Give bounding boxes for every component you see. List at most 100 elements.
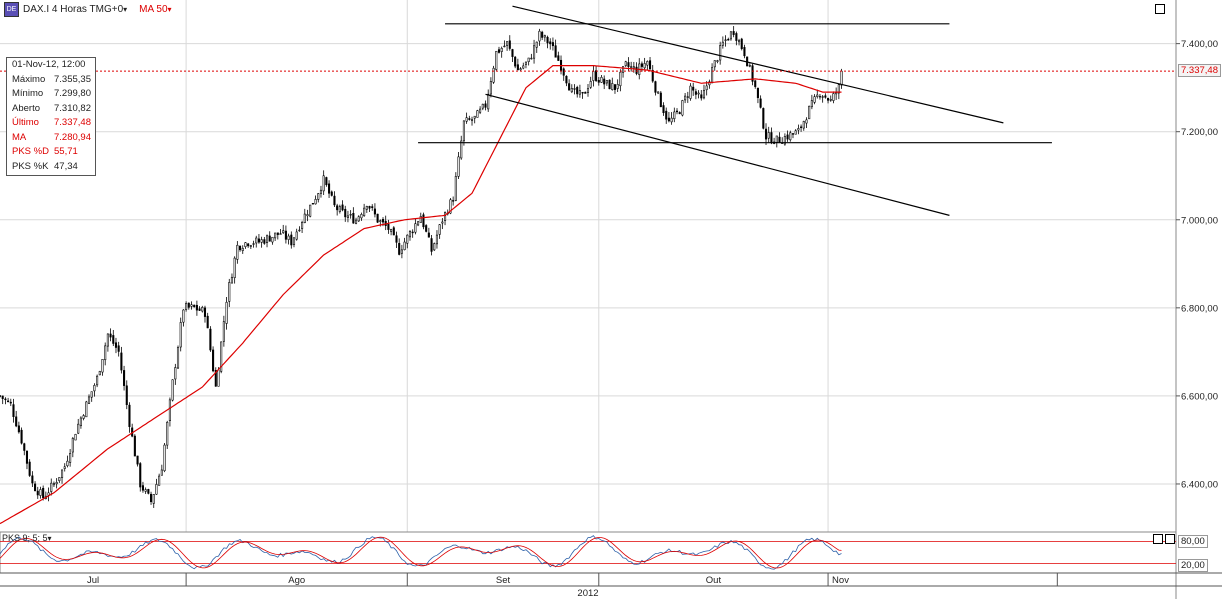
candle-body bbox=[578, 90, 581, 95]
data-window-value: 47,34 bbox=[54, 160, 78, 172]
candle bbox=[90, 391, 93, 402]
candle-body bbox=[287, 235, 290, 240]
restore-stoch-pane-button[interactable] bbox=[1153, 534, 1163, 544]
candle bbox=[557, 51, 560, 61]
candle-body bbox=[624, 61, 627, 66]
candle-body bbox=[489, 81, 492, 95]
candle bbox=[328, 180, 331, 199]
candle bbox=[589, 76, 592, 89]
candle bbox=[263, 236, 266, 245]
candle-body bbox=[85, 401, 88, 418]
candle bbox=[630, 61, 633, 72]
candle bbox=[330, 190, 333, 197]
candle-body bbox=[174, 367, 177, 380]
candle bbox=[317, 192, 320, 203]
candle bbox=[452, 196, 455, 206]
ma-selector[interactable]: MA 50▾ bbox=[139, 4, 171, 15]
candle-body bbox=[247, 243, 250, 247]
candle bbox=[12, 398, 15, 423]
data-window-label: Último bbox=[12, 117, 39, 128]
candle-body bbox=[9, 401, 12, 404]
candle-body bbox=[565, 75, 568, 84]
candle bbox=[616, 79, 619, 93]
candle-body bbox=[487, 93, 490, 110]
candle bbox=[158, 473, 161, 486]
symbol-caret-icon: ▾ bbox=[123, 4, 128, 14]
candle bbox=[338, 204, 341, 214]
candle-body bbox=[39, 489, 42, 496]
candle bbox=[738, 38, 741, 46]
candle-body bbox=[492, 67, 495, 83]
candle bbox=[444, 211, 447, 226]
candle bbox=[344, 205, 347, 222]
candle bbox=[357, 215, 360, 222]
candle bbox=[713, 60, 716, 71]
candle-body bbox=[23, 443, 26, 451]
dax-icon[interactable]: DE bbox=[4, 1, 19, 17]
candle-body bbox=[314, 198, 317, 205]
candle bbox=[818, 93, 822, 100]
candle bbox=[651, 65, 654, 83]
candle-body bbox=[125, 385, 128, 405]
candle-body bbox=[435, 234, 438, 245]
candle bbox=[255, 235, 258, 248]
candle-body bbox=[452, 200, 455, 202]
candle bbox=[808, 105, 811, 120]
candle-body bbox=[530, 57, 533, 60]
candle bbox=[479, 106, 482, 115]
candle bbox=[241, 245, 244, 254]
candle bbox=[500, 46, 503, 58]
candle-body bbox=[387, 224, 390, 230]
candle-body bbox=[152, 494, 155, 504]
candle-body bbox=[233, 257, 236, 279]
candle bbox=[465, 112, 468, 124]
candle bbox=[325, 176, 328, 187]
candle bbox=[209, 326, 212, 352]
candle-body bbox=[109, 333, 112, 338]
candle-body bbox=[193, 304, 196, 308]
candle-body bbox=[371, 206, 374, 208]
candle-body bbox=[786, 134, 789, 140]
candle-body bbox=[592, 71, 595, 81]
candle bbox=[743, 44, 746, 59]
candle bbox=[301, 220, 304, 233]
candle-body bbox=[17, 425, 20, 433]
candle bbox=[187, 302, 190, 310]
candle-body bbox=[403, 241, 406, 251]
candle-body bbox=[743, 47, 746, 57]
candle bbox=[106, 333, 109, 352]
symbol-selector[interactable]: DAX.I 4 Horas TMG+0▾ bbox=[23, 4, 127, 15]
candle bbox=[506, 41, 509, 51]
year-label: 2012 bbox=[577, 588, 598, 599]
candle-body bbox=[411, 231, 414, 234]
candle bbox=[168, 397, 171, 427]
candle-body bbox=[217, 369, 220, 387]
close-stoch-pane-button[interactable] bbox=[1165, 534, 1175, 544]
candle bbox=[176, 345, 180, 370]
candle-body bbox=[543, 35, 546, 38]
candle bbox=[654, 80, 657, 96]
candle bbox=[87, 394, 91, 405]
candle-body bbox=[697, 92, 700, 95]
candle-body bbox=[524, 61, 528, 65]
maximize-price-pane-button[interactable] bbox=[1155, 4, 1165, 14]
stoch-selector[interactable]: PKS 9; 5; 5▾ bbox=[2, 533, 52, 543]
candle bbox=[123, 365, 126, 391]
candle bbox=[93, 383, 96, 397]
candle-body bbox=[678, 112, 681, 115]
data-window-row: Aberto 7.310,82 bbox=[7, 102, 95, 117]
candle bbox=[220, 341, 223, 374]
candle bbox=[201, 305, 204, 313]
month-label: Set bbox=[496, 575, 511, 586]
data-window-row: PKS %D 55,71 bbox=[7, 145, 95, 160]
candle-body bbox=[284, 230, 287, 240]
candle-body bbox=[506, 41, 509, 46]
candle-body bbox=[457, 156, 460, 177]
candle-body bbox=[395, 235, 398, 243]
trendline-channel-lower bbox=[485, 93, 950, 216]
price-tick-label: 6.400,00 bbox=[1181, 479, 1218, 490]
candle bbox=[371, 204, 374, 211]
candle bbox=[786, 130, 789, 142]
candle-body bbox=[476, 110, 479, 118]
candle-body bbox=[554, 45, 557, 58]
